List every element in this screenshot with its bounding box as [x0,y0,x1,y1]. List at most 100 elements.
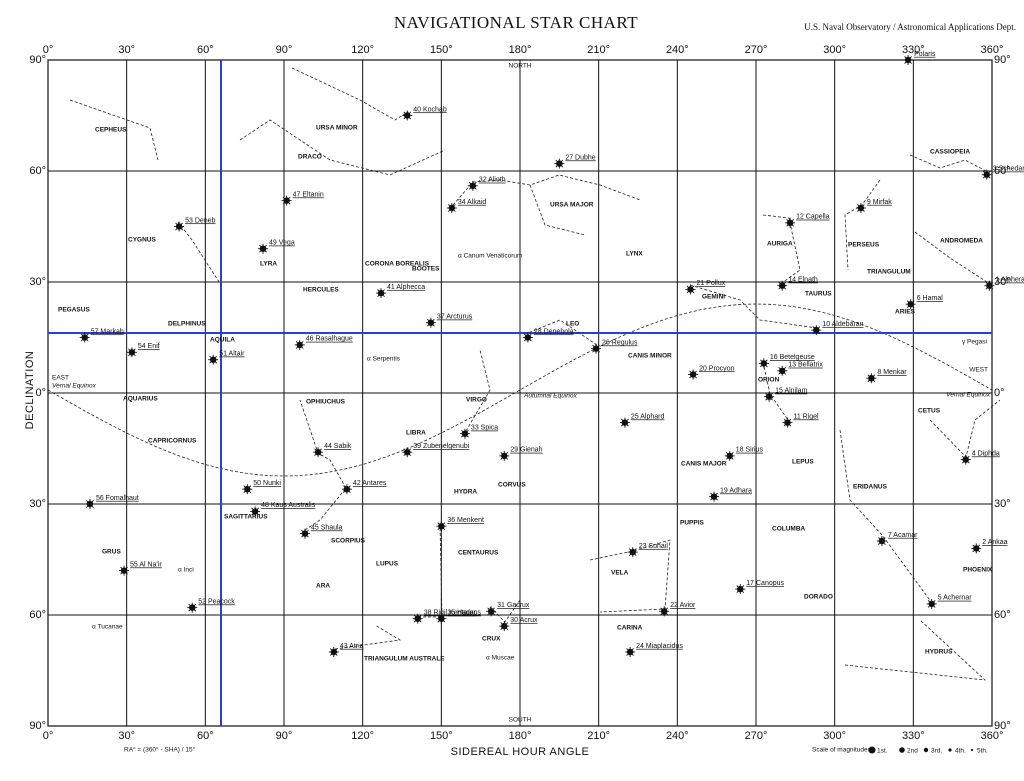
star-label: 42 Antares [353,480,387,487]
star-ray [191,603,197,608]
constellation-name: PERSEUS [848,242,880,249]
star-label: 49 Vega [269,240,295,247]
star-ray [282,200,287,205]
star-ray [259,244,264,250]
star-ray [317,448,322,453]
star-label: 41 Alphecca [387,284,425,291]
x-tick-label: 150° [430,730,453,742]
star-label: 28 Denebola [534,328,574,335]
constellation-name: CORONA BOREALIS [365,261,430,268]
star-ray [906,300,912,305]
star-ray [447,207,453,212]
star-label: 18 Sirius [736,447,764,454]
star-ray [789,218,794,224]
star-ray [304,529,309,534]
constellation-name: CARINA [617,625,643,632]
constellation-name: AQUILA [210,337,235,344]
star-ray [437,614,442,620]
star-label: 50 Nunki [253,480,281,487]
star-label: 5 Achernar [938,595,973,602]
star-ray [783,418,788,423]
x-tick-label: 0° [43,730,54,742]
star-ray [986,170,991,176]
star-ray [346,488,351,494]
constellation-name: HERCULES [303,287,339,294]
star-ray [490,607,496,612]
star-ray [243,488,248,494]
footnote: RA° = (360° - SHA) / 15° [124,746,196,754]
star-ray [243,485,248,490]
star-ray [441,525,446,531]
star-ray [178,226,183,231]
star-ray [686,285,691,290]
y-tick-label: 60° [994,165,1011,177]
star-label: 57 Markab [91,328,124,335]
star-ray [89,503,94,508]
y-tick-label: 0° [35,387,46,399]
constellation-name: LYRA [260,261,277,268]
star-ray [426,318,432,324]
star-ray [430,318,435,324]
star-ray [175,226,180,231]
star-ray [559,159,564,164]
star-ray [931,603,936,608]
equinox-label: Vernal Equinox [946,392,991,399]
star-ray [178,222,183,227]
labels: 0° 0° 30° 30° 60° 60° 90° 90° 120° 120° 150° 150° 18… [24,44,1024,758]
y-axis-label: DECLINATION [24,351,36,430]
star-ray [188,607,193,612]
star-ray [403,451,408,457]
star-ray [781,285,787,290]
constellation-name: TAURUS [805,291,832,298]
star-ray [301,529,306,534]
star-ray [80,337,86,342]
star-ray [254,511,260,516]
star-ray [621,422,626,427]
star-ray [403,448,408,453]
y-tick-label: 90° [29,720,46,732]
star-ray [500,455,505,460]
star-ray [286,200,291,205]
direction-label: WEST [969,367,988,374]
star-label: 2 Ankaa [982,539,1007,546]
constellation-name: URSA MINOR [316,125,358,132]
star-ray [690,289,695,294]
constellation-name: GRUS [102,549,121,556]
x-tick-label: 180° [509,44,532,56]
named-star: γ Pegasi [962,339,987,346]
star-label: 55 Al Na'ir [130,561,162,568]
magnitude-symbol [948,748,952,752]
star-ray [628,548,634,553]
named-star: α Tucanae [92,624,123,631]
constellation-name: DORADO [804,594,833,601]
constellation-name: OPHIUCHUS [306,399,346,406]
star-ray [123,566,128,571]
star-label: 24 Miaplacidus [636,643,683,650]
star-ray [690,285,695,290]
star-ray [286,196,291,201]
star-ray [209,359,214,364]
constellation-name: ARA [316,583,330,590]
constellation-name: CYGNUS [128,237,156,244]
x-tick-label: 300° [823,730,846,742]
y-tick-label: 90° [994,720,1011,732]
star-ray [472,185,477,190]
direction-label: EAST [52,375,69,382]
star-ray [461,429,466,435]
star-ray [975,544,981,549]
star-ray [906,303,912,309]
x-tick-label: 240° [666,44,689,56]
constellation-name: ANDROMEDA [940,238,983,245]
star-ray [503,622,509,627]
star-label: 1 Alpheratz [995,277,1024,284]
star-ray [461,433,466,438]
named-star: α Serpentis [367,356,401,363]
star-ray [927,603,933,608]
star-label: 30 Acrux [510,617,538,624]
star-ray [765,396,770,401]
star-ray [768,396,773,401]
x-tick-label: 60° [197,44,214,56]
star-ray [314,448,319,453]
star-ray [592,348,597,353]
constellation-name: CANIS MAJOR [681,461,727,468]
